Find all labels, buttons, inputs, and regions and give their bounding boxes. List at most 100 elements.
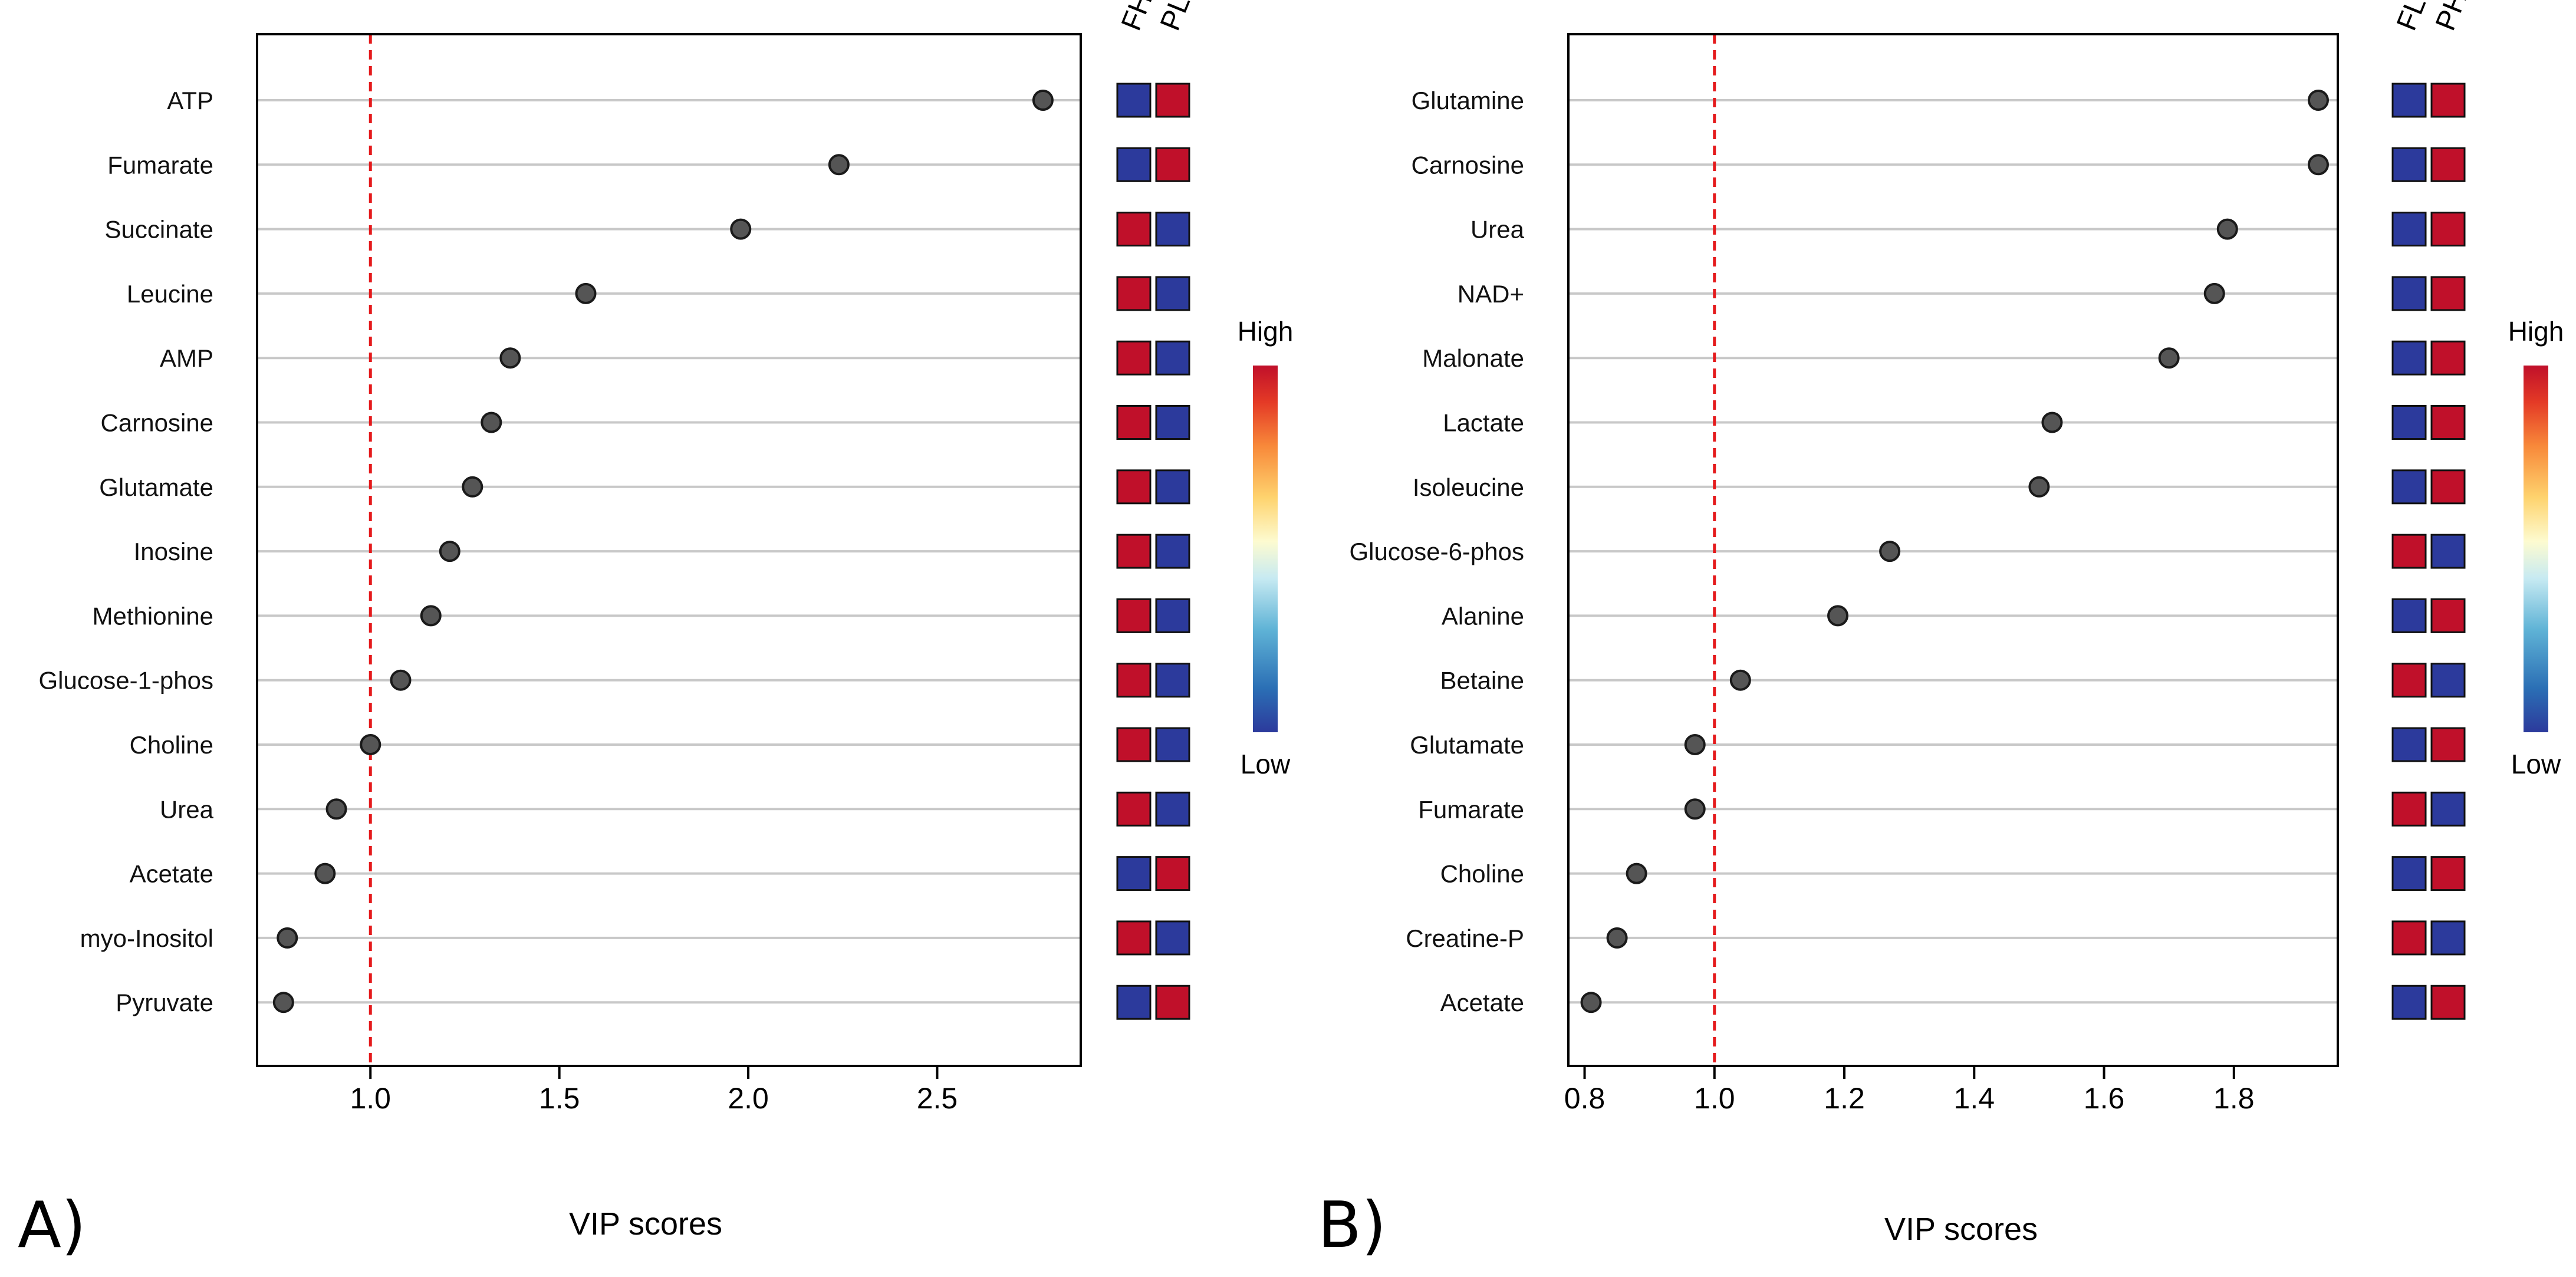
heatmap-cell <box>1116 83 1152 118</box>
metabolite-label: Urea <box>1470 216 1525 243</box>
heatmap-cell <box>2430 469 2466 505</box>
heatmap-cell <box>1155 856 1190 891</box>
heatmap-cell <box>1116 985 1152 1020</box>
heatmap-cell <box>2391 147 2427 182</box>
heatmap-cell <box>2391 727 2427 762</box>
heatmap-cell <box>2430 534 2466 569</box>
metabolite-label: myo-Inositol <box>80 924 213 952</box>
heatmap-cell <box>2430 340 2466 376</box>
heatmap-cell <box>1116 276 1152 311</box>
vip-point <box>2041 412 2063 433</box>
x-tick-label: 1.4 <box>1954 1082 1995 1115</box>
panel-a-x-axis: 1.0 1.5 2.0 2.5 <box>350 1065 958 1115</box>
vip-point <box>1879 541 1901 562</box>
heatmap-cell <box>1155 985 1190 1020</box>
heatmap-cell <box>2430 147 2466 182</box>
heatmap-cell <box>2430 791 2466 827</box>
panel-a-x-axis-label: VIP scores <box>569 1206 722 1242</box>
x-tick-label: 1.0 <box>1694 1082 1735 1115</box>
heatmap-cell <box>1155 663 1190 698</box>
panel-b-letter: B) <box>1318 1189 1386 1262</box>
panel-a-plot-frame <box>256 33 1082 1067</box>
metabolite-label: Choline <box>130 731 213 759</box>
heatmap-cell <box>1116 598 1152 633</box>
x-tick-label: 2.0 <box>728 1082 769 1115</box>
heatmap-column-header: PH <box>2430 0 2473 35</box>
heatmap-cell <box>1155 534 1190 569</box>
vip-point <box>1032 90 1054 111</box>
panel-b-x-axis: 0.8 1.0 1.2 1.4 1.6 1.8 <box>1564 1065 2255 1115</box>
metabolite-label: Acetate <box>1440 989 1524 1016</box>
metabolite-label: NAD+ <box>1458 280 1524 308</box>
x-tick-label: 1.2 <box>1824 1082 1865 1115</box>
vip-point <box>272 992 294 1013</box>
vip-point <box>1827 605 1849 627</box>
heatmap-cell <box>2391 212 2427 247</box>
vip-point <box>1684 734 1706 755</box>
metabolite-label: Leucine <box>127 280 213 308</box>
heatmap-cell <box>2391 405 2427 440</box>
vip-point <box>2158 347 2180 369</box>
vip-point <box>575 282 597 304</box>
heatmap-cell <box>1155 791 1190 827</box>
heatmap-cell <box>2430 856 2466 891</box>
metabolite-label: Glucose-6-phos <box>1350 538 1524 565</box>
heatmap-cell <box>2430 598 2466 633</box>
vip-point <box>360 734 381 755</box>
panel-a: ATP Fumarate Succinate Leucine AMP Carnosine G… <box>18 0 1293 1262</box>
heatmap-cell <box>1155 276 1190 311</box>
heatmap-cell <box>1155 83 1190 118</box>
heatmap-cell <box>1116 791 1152 827</box>
vip-point <box>2028 476 2050 498</box>
heatmap-cell <box>1155 147 1190 182</box>
panel-b-legend-low-label: Low <box>2511 749 2561 779</box>
vip-point <box>2307 154 2329 176</box>
metabolite-label: Glucose-1-phos <box>39 667 213 695</box>
metabolite-label: Glutamine <box>1412 87 1524 114</box>
heatmap-cell <box>2391 985 2427 1020</box>
heatmap-cell <box>2391 83 2427 118</box>
panel-b-legend-high-label: High <box>2508 316 2564 347</box>
heatmap-cell <box>1116 212 1152 247</box>
metabolite-label: Fumarate <box>107 151 213 179</box>
vip-point <box>2216 218 2238 240</box>
vip-point <box>828 154 850 176</box>
metabolite-label: Isoleucine <box>1413 473 1524 501</box>
metabolite-label: Malonate <box>1422 344 1524 372</box>
heatmap-column-header: PL <box>1154 0 1196 35</box>
x-tick-label: 1.6 <box>2084 1082 2125 1115</box>
metabolite-label: Choline <box>1440 860 1524 888</box>
heatmap-cell <box>2430 83 2466 118</box>
x-tick-label: 1.0 <box>350 1082 391 1115</box>
heatmap-cell <box>2391 791 2427 827</box>
metabolite-label: Alanine <box>1442 602 1524 630</box>
panel-b-plot-frame <box>1567 33 2339 1067</box>
heatmap-cell <box>2430 276 2466 311</box>
heatmap-cell <box>1116 534 1152 569</box>
heatmap-cell <box>1155 340 1190 376</box>
heatmap-column-header: FH <box>1116 0 1159 35</box>
heatmap-cell <box>2391 856 2427 891</box>
heatmap-cell <box>1155 212 1190 247</box>
panel-b-metabolite-labels: Glutamine Carnosine Urea NAD+ Malonate Lactat… <box>1350 87 1525 1016</box>
metabolite-label: Urea <box>160 795 214 823</box>
heatmap-cell <box>2430 920 2466 956</box>
metabolite-label: Succinate <box>105 216 213 243</box>
metabolite-label: Betaine <box>1440 667 1524 695</box>
vip-point <box>730 218 752 240</box>
vip-point <box>1580 992 1602 1013</box>
metabolite-label: Pyruvate <box>116 989 213 1016</box>
x-tick-label: 0.8 <box>1564 1082 1606 1115</box>
panel-a-legend-gradient-bar <box>1253 366 1278 732</box>
heatmap-cell <box>2391 340 2427 376</box>
heatmap-cell <box>2430 727 2466 762</box>
heatmap-cell <box>1116 147 1152 182</box>
metabolite-label: Inosine <box>134 538 213 565</box>
heatmap-cell <box>2391 663 2427 698</box>
panel-a-metabolite-labels: ATP Fumarate Succinate Leucine AMP Carnosine G… <box>39 87 214 1016</box>
vip-point <box>439 541 460 562</box>
vip-point <box>499 347 521 369</box>
heatmap-cell <box>2430 212 2466 247</box>
heatmap-cell <box>1155 469 1190 505</box>
